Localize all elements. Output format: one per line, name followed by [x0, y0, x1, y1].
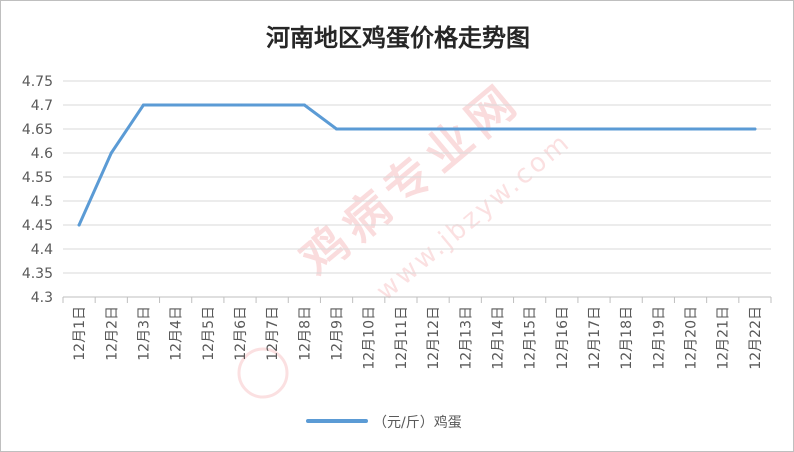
data-point	[463, 127, 467, 131]
x-axis	[62, 296, 772, 303]
x-tick-label: 12月21日	[716, 306, 732, 370]
x-tick-label: 12月22日	[748, 306, 764, 370]
y-axis-tick-labels: 4.3 4.35 4.4 4.45 4.5 4.55 4.6 4.65 4.7 4.75	[22, 74, 53, 306]
x-tick-label: 12月16日	[555, 306, 571, 370]
x-tick-label: 12月12日	[426, 306, 442, 370]
x-tick-label: 12月5日	[201, 306, 217, 361]
y-tick-label: 4.45	[22, 218, 53, 234]
data-point	[624, 127, 628, 131]
data-point	[367, 127, 371, 131]
x-tick-label: 12月17日	[587, 306, 603, 370]
data-point	[141, 103, 145, 107]
y-tick-label: 4.35	[22, 266, 53, 282]
data-point	[77, 223, 81, 227]
y-tick-label: 4.3	[31, 290, 53, 306]
x-tick-label: 12月7日	[265, 306, 281, 361]
x-tick-label: 12月11日	[394, 306, 410, 370]
data-point	[656, 127, 660, 131]
data-point	[302, 103, 306, 107]
x-axis-tick-labels: 12月1日 12月2日 12月3日 12月4日 12月5日 12月6日 12月7日 12月8日…	[72, 306, 764, 370]
x-tick-label: 12月2日	[104, 306, 120, 361]
chart-title: 河南地区鸡蛋价格走势图	[266, 23, 530, 52]
x-tick-label: 12月10日	[362, 306, 378, 370]
y-tick-label: 4.4	[31, 242, 53, 258]
x-tick-label: 12月4日	[169, 306, 185, 361]
x-tick-label: 12月9日	[330, 306, 346, 361]
series-line	[77, 103, 757, 227]
data-point	[238, 103, 242, 107]
data-point	[753, 127, 757, 131]
x-tick-label: 12月14日	[490, 306, 506, 370]
x-tick-label: 12月8日	[297, 306, 313, 361]
legend: （元/斤）鸡蛋	[306, 414, 462, 431]
data-point	[206, 103, 210, 107]
x-tick-label: 12月18日	[619, 306, 635, 370]
x-tick-label: 12月6日	[233, 306, 249, 361]
x-tick-label: 12月20日	[684, 306, 700, 370]
x-tick-label: 12月13日	[458, 306, 474, 370]
data-point	[689, 127, 693, 131]
watermark-logo	[237, 347, 289, 399]
x-tick-label: 12月19日	[651, 306, 667, 370]
data-point	[560, 127, 564, 131]
series-group	[77, 103, 757, 227]
data-point	[528, 127, 532, 131]
y-tick-label: 4.6	[31, 146, 53, 162]
data-point	[592, 127, 596, 131]
data-point	[174, 103, 178, 107]
data-point	[399, 127, 403, 131]
data-point	[721, 127, 725, 131]
y-tick-label: 4.75	[22, 74, 53, 90]
data-point	[270, 103, 274, 107]
y-tick-label: 4.55	[22, 170, 53, 186]
x-tick-label: 12月15日	[523, 306, 539, 370]
x-tick-label: 12月1日	[72, 306, 88, 361]
data-point	[109, 151, 113, 155]
y-tick-label: 4.65	[22, 122, 53, 138]
data-point	[495, 127, 499, 131]
x-tick-label: 12月3日	[136, 306, 152, 361]
data-point	[431, 127, 435, 131]
data-point	[335, 127, 339, 131]
y-tick-label: 4.5	[31, 194, 53, 210]
legend-label: （元/斤）鸡蛋	[373, 414, 462, 431]
y-tick-label: 4.7	[31, 98, 53, 114]
